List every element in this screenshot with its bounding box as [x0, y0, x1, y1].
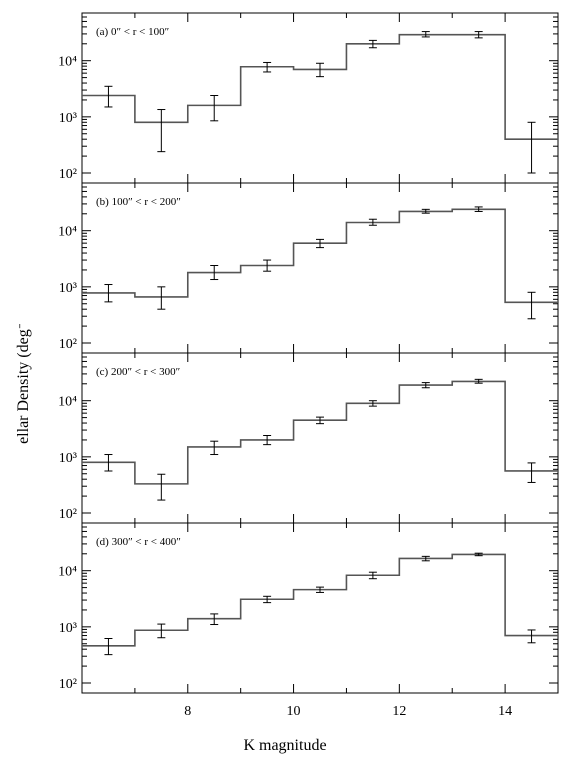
histogram-series [82, 553, 558, 647]
x-tick-label: 12 [392, 704, 406, 719]
y-tick-label: 10² [59, 507, 77, 522]
x-axis-label: K magnitude [243, 737, 327, 754]
panel-frame [81, 352, 559, 524]
panel-frame [81, 522, 559, 694]
panel-label: (c) 200″ < r < 300″ [96, 366, 180, 378]
y-tick-label: 10³ [59, 621, 77, 636]
y-tick-label: 10³ [59, 451, 77, 466]
panel-label: (a) 0″ < r < 100″ [96, 26, 169, 38]
x-tick-label: 10 [287, 704, 301, 719]
y-tick-label: 10⁴ [58, 225, 77, 240]
panel-frame [81, 182, 559, 354]
y-tick-label: 10⁴ [58, 565, 77, 580]
y-tick-label: 10³ [59, 111, 77, 126]
y-tick-label: 10² [59, 337, 77, 352]
panel-label: (d) 300″ < r < 400″ [96, 536, 181, 548]
histogram-series [82, 380, 558, 485]
panel-frame [81, 12, 559, 184]
histogram-series [82, 33, 558, 140]
panel-label: (b) 100″ < r < 200″ [96, 196, 181, 208]
x-tick-label: 14 [498, 704, 512, 719]
x-tick-label: 8 [184, 704, 191, 719]
y-axis-label: Stellar Density (deg⁻²) [15, 324, 32, 444]
histogram-series [82, 208, 558, 304]
y-axis-label-wrapper: Stellar Density (deg⁻²) [15, 324, 32, 444]
y-tick-label: 10³ [59, 281, 77, 296]
y-tick-label: 10⁴ [58, 395, 77, 410]
y-tick-label: 10² [59, 677, 77, 692]
y-tick-label: 10² [59, 167, 77, 182]
y-tick-label: 10⁴ [58, 55, 77, 70]
